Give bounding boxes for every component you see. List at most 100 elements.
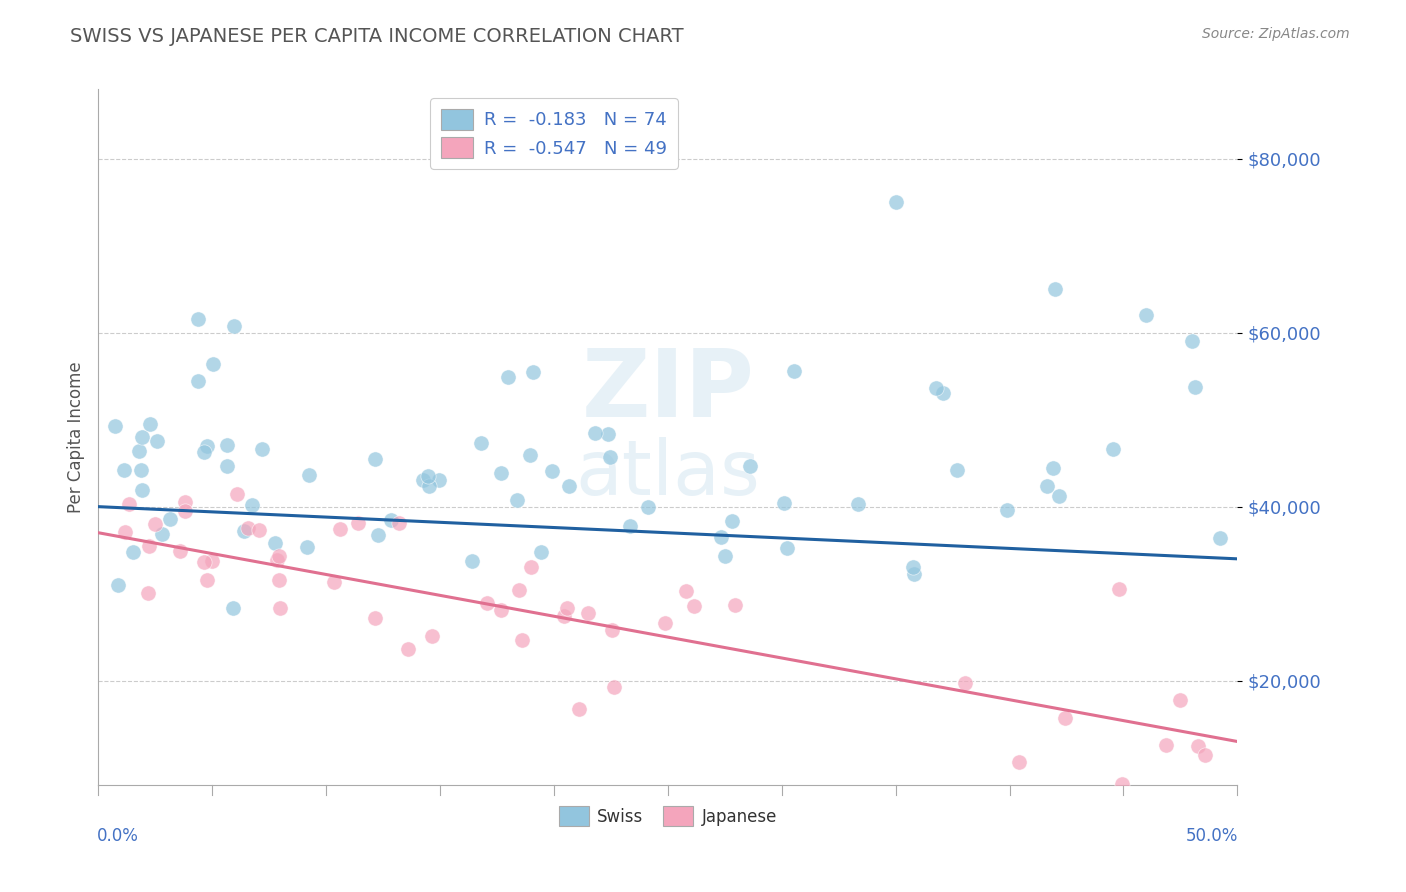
Point xyxy=(193,555,215,569)
Point xyxy=(1102,442,1125,456)
Text: 0.0%: 0.0% xyxy=(97,827,139,845)
Text: SWISS VS JAPANESE PER CAPITA INCOME CORRELATION CHART: SWISS VS JAPANESE PER CAPITA INCOME CORR… xyxy=(70,27,683,45)
Point xyxy=(541,464,564,478)
Point xyxy=(682,599,704,614)
Point xyxy=(772,496,794,510)
Point xyxy=(932,386,955,401)
Point xyxy=(555,601,578,615)
Point xyxy=(159,511,181,525)
Point xyxy=(1042,461,1064,475)
Point xyxy=(347,516,370,530)
Point xyxy=(925,381,948,395)
Point xyxy=(955,676,977,690)
Point xyxy=(470,436,492,450)
Point xyxy=(654,615,676,630)
Point xyxy=(150,527,173,541)
Point xyxy=(380,513,402,527)
Point xyxy=(1047,489,1070,503)
Point xyxy=(1194,748,1216,763)
Point xyxy=(846,497,869,511)
Point xyxy=(240,498,263,512)
Point xyxy=(269,549,291,563)
Point xyxy=(496,370,519,384)
Point xyxy=(388,516,411,530)
Point xyxy=(187,374,209,388)
Point xyxy=(1187,739,1209,754)
Point xyxy=(1108,582,1130,596)
Point xyxy=(475,596,498,610)
Point xyxy=(247,523,270,537)
Point xyxy=(599,450,621,464)
Point xyxy=(173,495,195,509)
Point xyxy=(169,544,191,558)
Point xyxy=(721,514,744,528)
Point xyxy=(675,583,697,598)
Point xyxy=(489,602,512,616)
Point xyxy=(420,629,443,643)
Point xyxy=(903,567,925,582)
Text: Source: ZipAtlas.com: Source: ZipAtlas.com xyxy=(1202,27,1350,41)
Point xyxy=(553,609,575,624)
Point xyxy=(131,430,153,444)
Point xyxy=(143,516,166,531)
Point xyxy=(714,549,737,563)
Point xyxy=(269,573,291,587)
Point xyxy=(418,479,440,493)
Point xyxy=(427,473,450,487)
Point xyxy=(128,444,150,458)
Point xyxy=(506,493,529,508)
Point xyxy=(252,442,274,456)
Point xyxy=(510,632,533,647)
Point xyxy=(329,522,352,536)
Point xyxy=(146,434,169,448)
Point xyxy=(363,452,385,467)
Point xyxy=(619,519,641,533)
Point xyxy=(583,426,606,441)
Point xyxy=(508,583,530,598)
Point xyxy=(233,524,256,539)
Point xyxy=(945,462,967,476)
Point xyxy=(118,497,141,511)
Point xyxy=(138,417,160,431)
Point xyxy=(603,680,626,694)
Point xyxy=(263,535,285,549)
Point xyxy=(1168,692,1191,706)
Point xyxy=(225,487,247,501)
Text: ZIP: ZIP xyxy=(582,345,754,437)
Point xyxy=(295,541,318,555)
Point xyxy=(1007,756,1029,770)
Legend: Swiss, Japanese: Swiss, Japanese xyxy=(553,800,783,832)
Point xyxy=(1135,309,1157,323)
Point xyxy=(782,363,804,377)
Point xyxy=(578,607,600,621)
Point xyxy=(558,479,581,493)
Point xyxy=(201,554,224,568)
Point xyxy=(266,552,288,566)
Point xyxy=(222,600,245,615)
Point xyxy=(107,578,129,592)
Point xyxy=(709,530,731,544)
Text: atlas: atlas xyxy=(575,437,761,511)
Point xyxy=(224,319,246,334)
Point xyxy=(136,586,159,600)
Point xyxy=(173,504,195,518)
Point xyxy=(1054,711,1077,725)
Point xyxy=(568,702,591,716)
Point xyxy=(201,357,224,371)
Point xyxy=(1181,334,1204,349)
Text: 50.0%: 50.0% xyxy=(1187,827,1239,845)
Point xyxy=(1111,777,1133,791)
Point xyxy=(901,559,924,574)
Point xyxy=(1156,738,1178,752)
Point xyxy=(363,610,385,624)
Point xyxy=(238,521,260,535)
Point xyxy=(461,554,484,568)
Point xyxy=(131,483,153,497)
Point xyxy=(138,539,160,553)
Point xyxy=(187,311,209,326)
Point xyxy=(396,642,419,657)
Point xyxy=(884,195,907,210)
Point xyxy=(215,438,238,452)
Point xyxy=(522,365,544,379)
Point xyxy=(740,459,762,474)
